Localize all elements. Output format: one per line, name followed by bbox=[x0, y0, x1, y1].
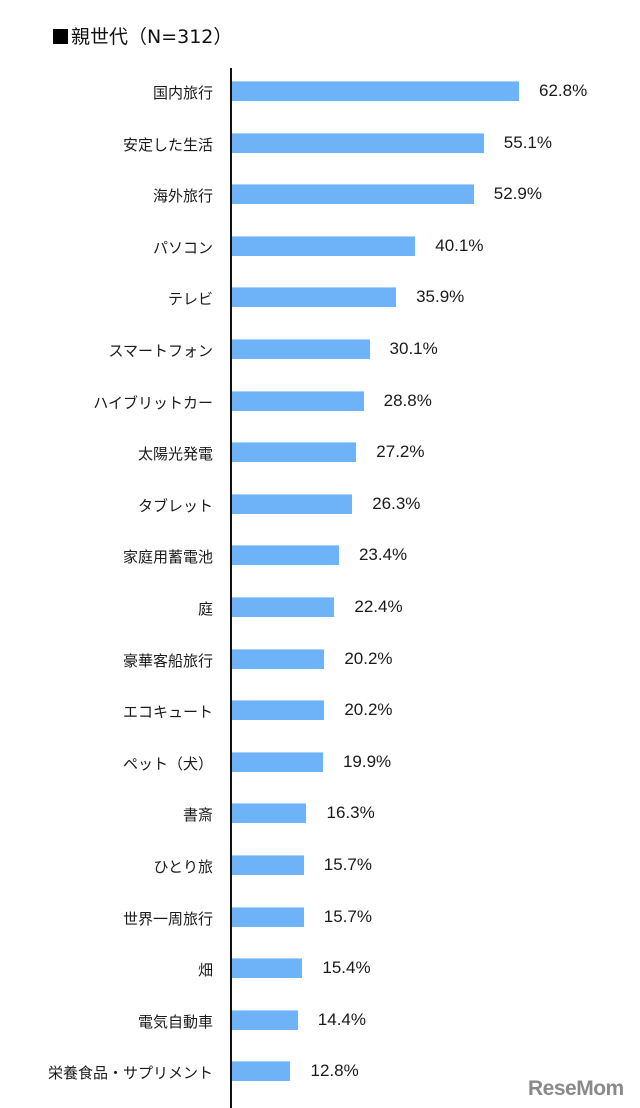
bar-row: タブレット 26.3% bbox=[0, 493, 640, 517]
y-axis-line bbox=[230, 68, 232, 1108]
bar bbox=[232, 1061, 291, 1082]
value-label: 15.7% bbox=[323, 855, 372, 874]
bar-row: 太陽光発電 27.2% bbox=[0, 441, 640, 465]
bar bbox=[232, 648, 325, 669]
bar-row: 国内旅行 62.8% bbox=[0, 80, 640, 104]
category-label: 豪華客船旅行 bbox=[122, 651, 213, 670]
value-label: 35.9% bbox=[416, 287, 465, 307]
bar-row: ひとり旅 15.7% bbox=[0, 854, 640, 878]
bar bbox=[232, 81, 519, 101]
square-bullet-icon bbox=[53, 29, 68, 44]
bar-row: エコキュート 20.2% bbox=[0, 699, 640, 723]
bar-row: 家庭用蓄電池 23.4% bbox=[0, 544, 640, 568]
bar-row: 世界一周旅行 15.7% bbox=[0, 906, 640, 930]
bar bbox=[232, 803, 307, 824]
bar bbox=[232, 958, 303, 979]
bar-row: 電気自動車 14.4% bbox=[0, 1009, 640, 1033]
category-label: ハイブリットカー bbox=[93, 393, 213, 412]
category-label: 栄養食品・サプリメント bbox=[47, 1064, 213, 1083]
bar-row: 安定した生活 55.1% bbox=[0, 132, 640, 156]
chart-title-text: 親世代（N=312） bbox=[71, 26, 233, 48]
value-label: 62.8% bbox=[539, 81, 588, 100]
category-label: エコキュート bbox=[122, 703, 213, 722]
bar-row: 栄養食品・サプリメント 12.8% bbox=[0, 1060, 640, 1084]
bar-row: 海外旅行 52.9% bbox=[0, 183, 640, 207]
bar-row: 庭 22.4% bbox=[0, 596, 640, 620]
category-label: 世界一周旅行 bbox=[122, 909, 213, 928]
category-label: 太陽光発電 bbox=[137, 445, 213, 464]
value-label: 19.9% bbox=[342, 751, 392, 771]
category-label: 庭 bbox=[197, 600, 213, 618]
bar-row: ペット（犬） 19.9% bbox=[0, 751, 640, 775]
category-label: 家庭用蓄電池 bbox=[122, 548, 213, 567]
category-label: ひとり旅 bbox=[153, 858, 213, 876]
bar bbox=[232, 287, 397, 308]
category-label: 国内旅行 bbox=[152, 84, 213, 102]
bar-row: パソコン 40.1% bbox=[0, 235, 640, 259]
category-label: パソコン bbox=[152, 238, 213, 257]
bar-row: 書斎 16.3% bbox=[0, 802, 640, 826]
value-label: 27.2% bbox=[376, 442, 425, 462]
bar bbox=[232, 700, 325, 721]
value-label: 55.1% bbox=[503, 132, 552, 152]
bar bbox=[232, 1009, 298, 1030]
category-label: 畑 bbox=[197, 961, 213, 980]
bar bbox=[232, 545, 339, 566]
value-label: 22.4% bbox=[354, 597, 403, 616]
bar bbox=[232, 339, 370, 359]
bar bbox=[232, 906, 304, 927]
category-label: 電気自動車 bbox=[137, 1012, 213, 1031]
category-label: 書斎 bbox=[182, 806, 213, 825]
category-label: 海外旅行 bbox=[152, 187, 213, 206]
bar bbox=[232, 493, 353, 514]
value-label: 20.2% bbox=[344, 648, 393, 668]
category-label: 安定した生活 bbox=[122, 135, 213, 154]
category-label: タブレット bbox=[137, 496, 213, 515]
value-label: 15.7% bbox=[323, 906, 372, 926]
value-label: 52.9% bbox=[493, 184, 542, 204]
bar bbox=[232, 390, 364, 411]
bar-row: ハイブリットカー 28.8% bbox=[0, 390, 640, 414]
bar bbox=[232, 855, 304, 875]
bar-row: テレビ 35.9% bbox=[0, 286, 640, 310]
value-label: 28.8% bbox=[383, 390, 432, 410]
value-label: 40.1% bbox=[435, 235, 484, 255]
category-label: スマートフォン bbox=[108, 342, 213, 360]
value-label: 14.4% bbox=[317, 1009, 366, 1029]
bar-row: 豪華客船旅行 20.2% bbox=[0, 648, 640, 672]
value-label: 26.3% bbox=[372, 493, 421, 513]
bar bbox=[232, 751, 323, 772]
category-label: ペット（犬） bbox=[122, 754, 213, 773]
bar bbox=[232, 597, 335, 617]
chart-title: 親世代（N=312） bbox=[53, 22, 232, 49]
bar bbox=[232, 442, 357, 463]
category-label: テレビ bbox=[167, 290, 213, 309]
bar bbox=[232, 132, 484, 153]
bar-row: スマートフォン 30.1% bbox=[0, 338, 640, 362]
value-label: 15.4% bbox=[322, 958, 371, 978]
bar-row: 畑 15.4% bbox=[0, 957, 640, 981]
value-label: 30.1% bbox=[389, 339, 438, 358]
bar bbox=[232, 184, 474, 205]
value-label: 12.8% bbox=[310, 1061, 359, 1081]
value-label: 23.4% bbox=[358, 545, 408, 565]
resemom-logo: ReseMom bbox=[528, 1077, 624, 1100]
bar bbox=[232, 235, 416, 256]
value-label: 20.2% bbox=[344, 700, 393, 720]
value-label: 16.3% bbox=[326, 803, 375, 823]
